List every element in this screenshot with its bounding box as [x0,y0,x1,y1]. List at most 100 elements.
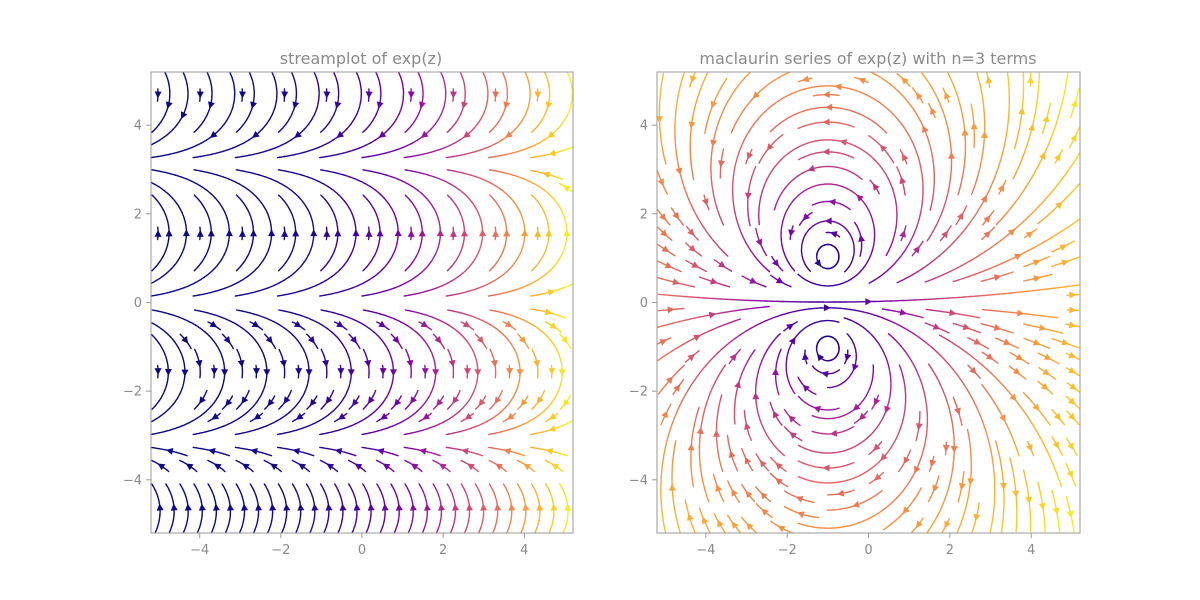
streamline-segment [1028,397,1032,401]
left-chart-title: streamplot of exp(z) [280,49,442,68]
streamline-segment [867,313,873,315]
streamline-segment [406,485,409,490]
streamline-segment [233,102,234,108]
streamline-segment [485,283,490,286]
streamline-segment [1000,294,1006,295]
streamline-segment [339,428,344,430]
streamline-segment [258,198,262,203]
streamline-segment [706,231,710,236]
streamline-segment [469,129,473,133]
left-subplot: streamplot of exp(z) −4 −2 0 2 4−4−2024 [123,49,573,558]
streamline-segment [503,73,505,79]
streamline-segment [837,466,843,467]
streamline-segment [974,521,976,527]
streamline-segment [661,141,662,147]
streamline-segment [663,354,668,357]
streamline-segment [680,401,683,406]
streamline-segment [688,385,691,390]
streamline-segment [273,108,275,114]
streamline-segment [1075,404,1079,408]
streamline-arrow [775,478,783,485]
streamline-segment [993,176,995,182]
streamline-segment [759,416,761,422]
streamline-segment [429,260,433,265]
streamline-segment [334,73,336,79]
streamline-segment [771,404,773,410]
streamline-segment [406,280,411,283]
streamline-segment [312,320,317,323]
streamline-segment [819,184,825,185]
streamline-segment [535,125,539,130]
streamline-segment [968,491,969,497]
streamline-segment [411,521,413,527]
streamline-segment [660,129,661,135]
streamline-segment [360,181,365,184]
streamline-segment [534,415,539,418]
streamline-segment [676,146,677,152]
streamline-segment [774,204,776,210]
streamline-segment [250,484,251,485]
streamline-segment [241,262,245,267]
streamline-segment [210,221,211,227]
streamline-arrow [522,504,529,511]
streamline-arrow [352,399,359,407]
streamline-arrow [676,168,683,176]
streamline-segment [1058,231,1063,234]
streamline-segment [312,148,317,150]
streamline-segment [938,311,944,312]
streamline-segment [880,77,885,80]
streamline-segment [891,158,894,163]
streamline-segment [861,199,865,204]
streamline-segment [539,187,544,190]
streamline-segment [951,414,952,420]
streamline-segment [539,140,544,143]
streamline-segment [258,129,262,133]
streamline-segment [507,314,513,316]
streamline-segment [770,104,775,108]
streamline-segment [863,116,868,119]
streamline-arrow [802,75,810,82]
streamline-segment [729,359,733,364]
streamline-segment [344,260,348,265]
streamline-segment [265,381,266,387]
streamline-segment [1057,115,1059,121]
streamline-segment [360,84,361,90]
streamline-segment [364,280,369,283]
streamline-segment [164,468,169,472]
streamline-arrow [830,231,838,238]
streamline-segment [242,521,244,527]
streamline-segment [542,293,548,294]
streamline-segment [237,195,241,199]
streamline-segment [799,445,800,446]
streamline-segment [280,170,286,171]
streamline-segment [1062,97,1064,103]
streamline-segment [467,521,469,527]
streamline-segment [460,172,466,173]
streamline-segment [405,460,408,461]
streamline-arrow [250,229,257,236]
streamline-segment [895,517,899,521]
streamline-segment [463,291,469,293]
streamline-segment [228,521,230,527]
streamline-segment [1001,237,1006,241]
streamline-segment [546,460,549,461]
streamline-arrow [334,229,341,236]
streamline-segment [803,235,806,241]
streamline-segment [349,208,352,213]
streamline-segment [354,219,355,225]
streamline-segment [846,412,851,415]
streamline-segment [466,428,471,430]
streamline-segment [802,240,803,246]
streamline-segment [393,249,395,255]
streamline-segment [1067,411,1071,415]
streamline-segment [425,265,429,269]
streamline-segment [348,255,351,260]
streamline-segment [208,484,209,485]
streamline-segment [224,249,226,255]
streamline-segment [891,239,893,245]
streamline-segment [915,493,918,498]
streamline-segment [941,106,943,112]
streamline-segment [261,203,264,208]
streamline-segment [547,221,548,227]
streamline-segment [404,434,407,435]
